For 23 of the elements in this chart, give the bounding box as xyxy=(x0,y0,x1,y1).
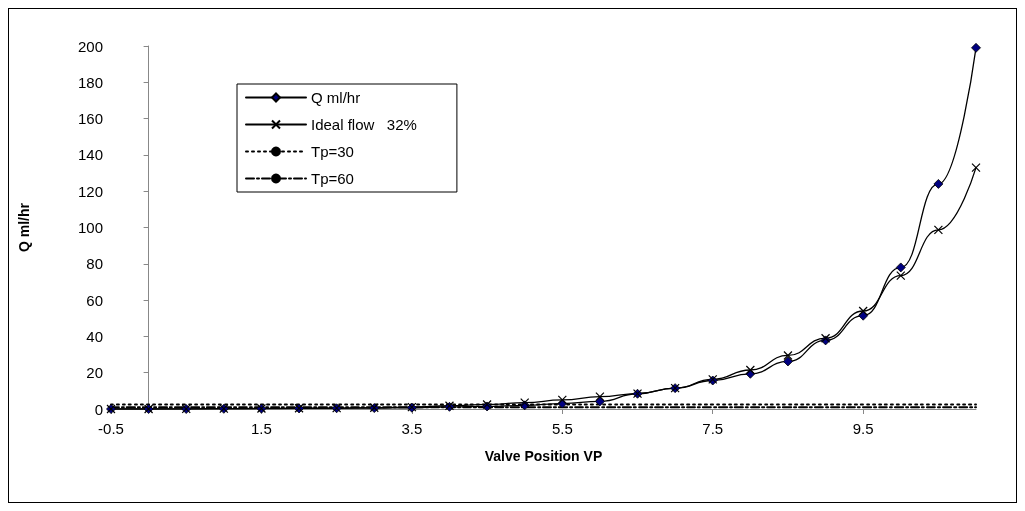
x-tick-label: 1.5 xyxy=(251,420,272,437)
y-tick-label: 180 xyxy=(77,73,103,91)
x-tick-label: 9.5 xyxy=(852,420,874,437)
x-axis-title: Valve Position VP xyxy=(484,448,603,464)
y-tick-label: 20 xyxy=(86,364,103,382)
y-tick-label: 0 xyxy=(94,400,103,418)
legend-label: Q ml/hr xyxy=(311,89,361,106)
y-tick-label: 40 xyxy=(86,327,103,345)
legend-label: Tp=30 xyxy=(311,143,354,160)
y-tick-label: 200 xyxy=(77,37,103,55)
y-tick-label: 60 xyxy=(86,291,103,309)
y-tick-label: 160 xyxy=(77,110,103,128)
y-tick-label: 120 xyxy=(77,182,103,200)
x-tick-label: 3.5 xyxy=(401,420,423,437)
y-axis-title: Q ml/hr xyxy=(16,202,32,253)
y-tick-label: 100 xyxy=(77,219,103,236)
y-tick-label: 140 xyxy=(77,146,103,164)
x-tick-label: 7.5 xyxy=(702,420,724,437)
legend-label: Ideal flow 32% xyxy=(311,116,417,133)
x-tick-label: 5.5 xyxy=(551,420,573,437)
x-tick-label: -0.5 xyxy=(98,420,124,437)
y-tick-label: 80 xyxy=(86,255,103,273)
legend-label: Tp=60 xyxy=(311,170,354,187)
